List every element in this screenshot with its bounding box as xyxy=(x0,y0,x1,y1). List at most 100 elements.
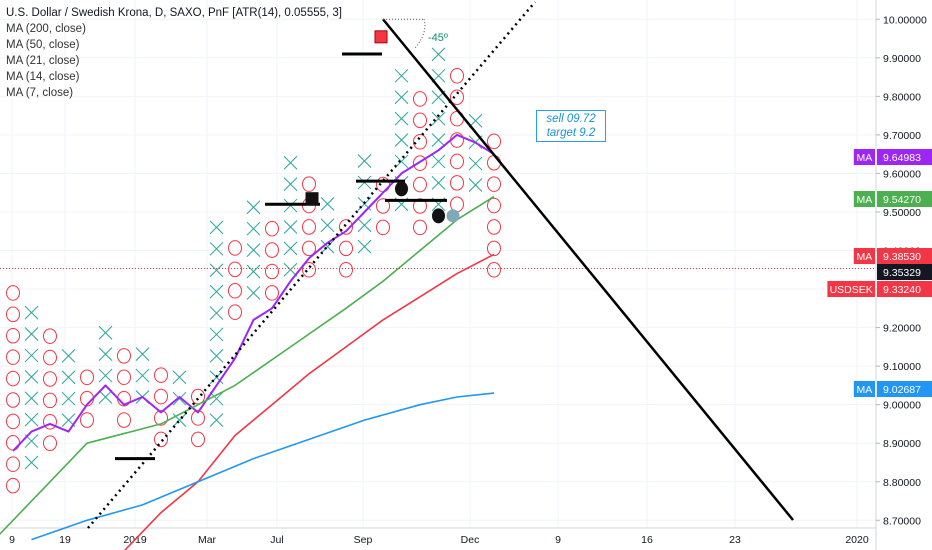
y-tick-label: 9.50000 xyxy=(883,207,921,219)
pnf-o-box xyxy=(155,432,168,447)
pnf-x-box xyxy=(321,219,334,232)
x-tick-label: Mar xyxy=(198,534,217,546)
pnf-x-box xyxy=(358,155,371,168)
ma-line-14 xyxy=(0,197,494,540)
pnf-x-box xyxy=(432,48,445,61)
pnf-x-box xyxy=(432,134,445,147)
pnf-o-box xyxy=(118,413,131,428)
note-sell: sell 09.72 xyxy=(539,112,603,126)
pnf-o-box xyxy=(7,350,20,365)
price-tag: 9.35329 xyxy=(877,264,932,280)
pnf-o-box xyxy=(7,371,20,386)
angle-arc xyxy=(414,19,425,49)
pnf-x-box xyxy=(25,456,38,469)
pnf-o-box xyxy=(44,415,57,430)
pnf-o-box xyxy=(118,349,131,364)
pnf-o-box xyxy=(488,263,501,278)
y-tick-label: 9.00000 xyxy=(883,400,921,412)
pnf-x-box xyxy=(210,328,223,341)
pnf-x-box xyxy=(395,69,408,82)
pnf-o-box xyxy=(488,177,501,192)
pnf-o-box xyxy=(118,370,131,385)
pnf-o-box xyxy=(303,177,316,192)
pnf-x-box xyxy=(210,307,223,320)
pnf-x-box xyxy=(210,242,223,255)
pnf-o-box xyxy=(7,307,20,322)
svg-text:MA: MA xyxy=(857,152,873,164)
pnf-o-box xyxy=(44,372,57,387)
pnf-x-box xyxy=(62,392,75,405)
pnf-o-box xyxy=(340,263,353,278)
pnf-o-box xyxy=(7,286,20,301)
pnf-x-box xyxy=(99,369,112,382)
black-dot-marker xyxy=(395,181,408,196)
pnf-x-box xyxy=(358,219,371,232)
pnf-o-box xyxy=(44,329,57,344)
pnf-o-box xyxy=(303,220,316,235)
study-ma-21[interactable]: MA (21, close) xyxy=(6,53,342,69)
pnf-x-box xyxy=(25,370,38,383)
pnf-o-box xyxy=(7,478,20,493)
pnf-x-box xyxy=(358,240,371,253)
pnf-o-box xyxy=(229,262,242,277)
x-tick-label: 9 xyxy=(555,534,561,546)
pnf-o-box xyxy=(7,414,20,429)
pnf-x-box xyxy=(395,91,408,104)
pnf-x-box xyxy=(173,392,186,405)
pnf-x-box xyxy=(25,306,38,319)
x-tick-label: 9 xyxy=(9,534,15,546)
study-ma-14[interactable]: MA (14, close) xyxy=(6,69,342,85)
x-tick-label: 23 xyxy=(729,534,741,546)
pnf-x-box xyxy=(284,156,297,169)
pnf-x-box xyxy=(284,220,297,233)
pnf-o-box xyxy=(44,350,57,365)
pnf-o-box xyxy=(229,241,242,256)
trade-note[interactable]: sell 09.72 target 9.2 xyxy=(536,110,606,142)
pnf-x-box xyxy=(136,369,149,382)
chart-title: U.S. Dollar / Swedish Krona, D, SAXO, Pn… xyxy=(6,5,342,21)
study-ma-50[interactable]: MA (50, close) xyxy=(6,37,342,53)
buy-signal-marker xyxy=(306,193,318,205)
sell-signal-marker xyxy=(375,31,387,43)
pnf-o-box xyxy=(414,177,427,192)
svg-text:9.54270: 9.54270 xyxy=(883,194,921,206)
pnf-x-box xyxy=(210,264,223,277)
ma-line-50 xyxy=(32,393,495,539)
y-tick-label: 9.70000 xyxy=(883,130,921,142)
pnf-o-box xyxy=(340,241,353,256)
pnf-x-box xyxy=(395,112,408,125)
pnf-x-box xyxy=(136,348,149,361)
downtrend-line xyxy=(383,19,793,520)
pnf-o-box xyxy=(488,198,501,213)
y-tick-label: 9.90000 xyxy=(883,53,921,65)
x-tick-label: 19 xyxy=(59,534,71,546)
x-tick-label: 2020 xyxy=(845,534,869,546)
pnf-x-box xyxy=(247,222,260,235)
black-dot-marker xyxy=(432,208,445,223)
pnf-o-box xyxy=(81,413,94,428)
pnf-o-box xyxy=(192,432,205,447)
pnf-o-box xyxy=(7,328,20,343)
study-ma-200[interactable]: MA (200, close) xyxy=(6,21,342,37)
pnf-x-box xyxy=(99,348,112,361)
y-tick-label: 8.90000 xyxy=(883,438,921,450)
y-tick-label: 9.80000 xyxy=(883,91,921,103)
pnf-x-box xyxy=(210,349,223,362)
price-tag: MA 9.54270 xyxy=(854,191,932,207)
pnf-x-box xyxy=(432,155,445,168)
pnf-x-box xyxy=(210,221,223,234)
projection-dot xyxy=(447,209,460,222)
y-tick-label: 10.00000 xyxy=(883,14,927,26)
pnf-x-box xyxy=(99,390,112,403)
y-tick-label: 9.20000 xyxy=(883,323,921,335)
y-tick-label: 8.80000 xyxy=(883,477,921,489)
study-ma-7[interactable]: MA (7, close) xyxy=(6,85,342,101)
price-tag: MA 9.02687 xyxy=(854,381,932,397)
pnf-x-box xyxy=(247,265,260,278)
pnf-x-box xyxy=(25,349,38,362)
x-tick-label: 16 xyxy=(641,534,653,546)
legend: U.S. Dollar / Swedish Krona, D, SAXO, Pn… xyxy=(6,5,342,101)
pnf-x-box xyxy=(469,178,482,191)
svg-text:MA: MA xyxy=(857,251,873,263)
pnf-o-box xyxy=(229,305,242,320)
